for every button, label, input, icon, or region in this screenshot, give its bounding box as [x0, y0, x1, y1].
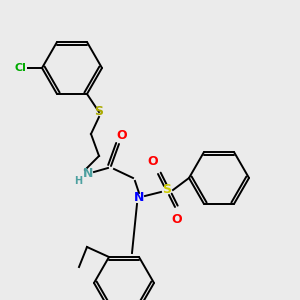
- Text: O: O: [148, 155, 158, 169]
- Text: S: S: [163, 184, 172, 196]
- Text: O: O: [172, 214, 182, 226]
- Text: O: O: [117, 130, 127, 142]
- Text: N: N: [83, 167, 93, 181]
- Text: S: S: [94, 106, 103, 118]
- Text: Cl: Cl: [14, 63, 26, 73]
- Text: N: N: [134, 191, 144, 205]
- Text: H: H: [74, 176, 82, 186]
